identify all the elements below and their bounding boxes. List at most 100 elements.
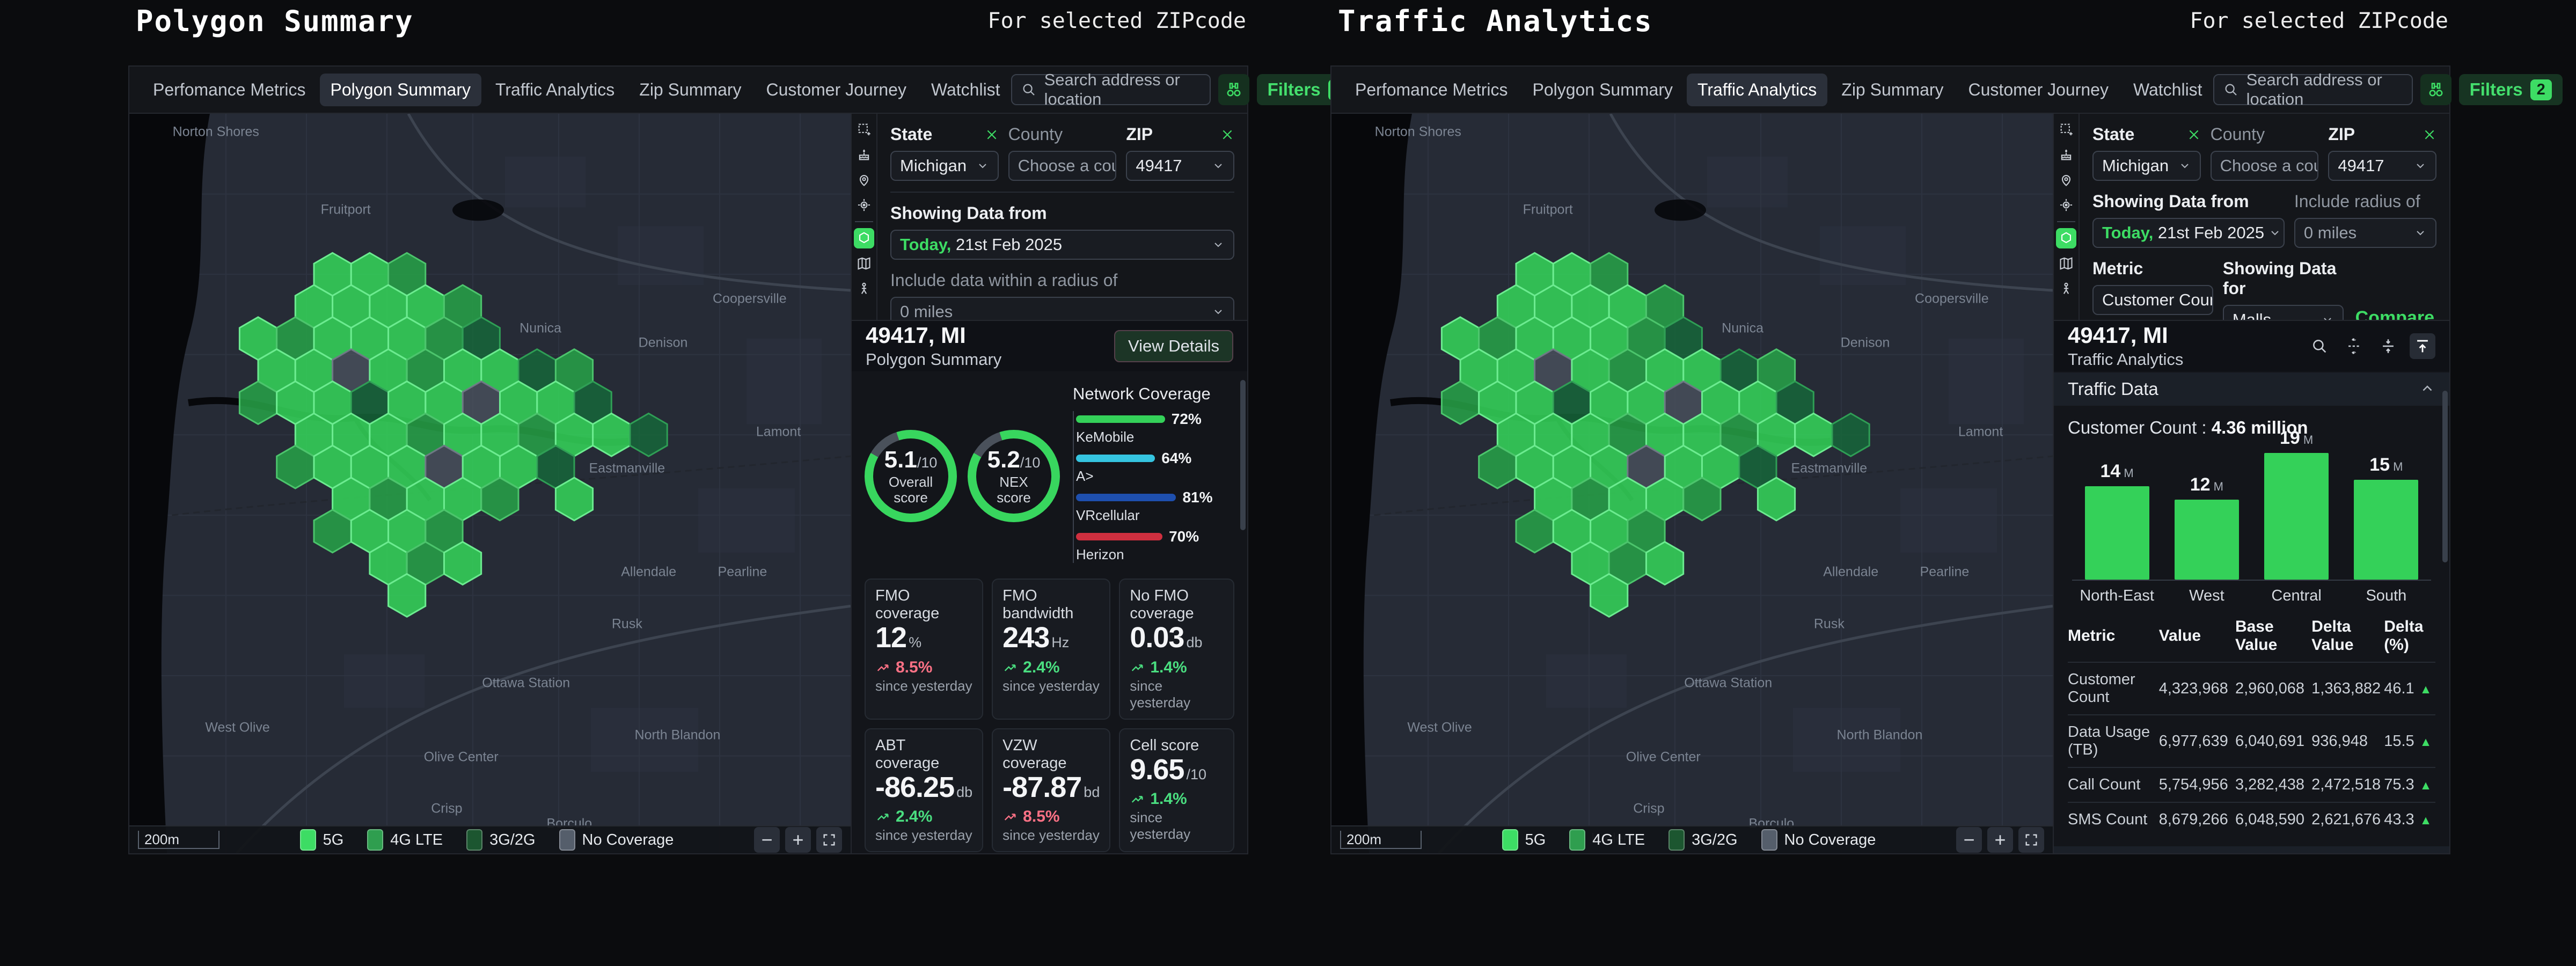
top-controls: Search address or location Filters 2	[1011, 70, 1369, 108]
tab-perfomance-metrics[interactable]: Perfomance Metrics	[1355, 79, 1508, 99]
map-footer: 200m 5G 4G LTE 3G/2G No Coverage − +	[129, 825, 851, 853]
toolbar-divider	[2057, 221, 2075, 222]
tab-perfomance-metrics[interactable]: Perfomance Metrics	[153, 79, 306, 99]
details-subtitle: Traffic Analytics	[2068, 349, 2184, 369]
compare-button[interactable]: Compare	[2353, 308, 2436, 320]
tab-zip-summary[interactable]: Zip Summary	[639, 79, 742, 99]
filter-panel: State Michigan County Choose a county ZI…	[2080, 114, 2449, 320]
county-label: County	[1008, 125, 1063, 144]
county-select[interactable]: Choose a county	[2210, 151, 2319, 181]
hexbin-icon[interactable]	[854, 228, 874, 248]
details-scrollbar[interactable]	[2442, 391, 2448, 562]
legend-item-3g-2g: 3G/2G	[1668, 829, 1738, 851]
tab-polygon-summary[interactable]: Polygon Summary	[1532, 79, 1673, 99]
filters-button[interactable]: Filters 2	[2458, 74, 2563, 105]
col-header-base-value[interactable]: Base Value	[2235, 618, 2278, 654]
filters-label: Filters	[1267, 79, 1321, 99]
market-trends-section-header[interactable]: Market Trends	[2054, 846, 2449, 853]
tab-polygon-summary[interactable]: Polygon Summary	[319, 73, 481, 106]
cake-icon[interactable]	[2056, 144, 2076, 165]
binoculars-button[interactable]	[2420, 74, 2451, 105]
traffic-data-section-header[interactable]: Traffic Data	[2054, 372, 2449, 406]
hexbin-icon[interactable]	[2056, 228, 2076, 248]
zip-select[interactable]: 49417	[1126, 151, 1235, 181]
select-area-icon[interactable]	[2056, 119, 2076, 140]
metric-select[interactable]: Customer Count	[2092, 285, 2213, 315]
col-header-delta-value[interactable]: Delta Value	[2311, 618, 2354, 654]
locate-icon[interactable]	[2056, 195, 2076, 215]
date-select[interactable]: Today, 21st Feb 2025	[2092, 218, 2285, 248]
locate-icon[interactable]	[854, 195, 874, 215]
datafor-select[interactable]: Malls	[2222, 305, 2344, 320]
state-select[interactable]: Michigan	[890, 151, 999, 181]
tab-bar: Perfomance Metrics Polygon Summary Traffic…	[1331, 73, 2213, 106]
bar	[1076, 494, 1176, 501]
table-row[interactable]: Customer Count 4,323,968 2,960,068 1,363,88…	[2068, 662, 2435, 715]
tab-watchlist[interactable]: Watchlist	[2133, 79, 2202, 99]
clear-state-icon[interactable]	[2187, 128, 2201, 142]
fullscreen-button[interactable]	[2018, 827, 2044, 853]
trend-up-icon	[1005, 664, 1016, 671]
view-details-button[interactable]: View Details	[1114, 330, 1233, 362]
state-select[interactable]: Michigan	[2092, 151, 2201, 181]
pedestrian-icon[interactable]	[2056, 279, 2076, 299]
traffic-metrics-table: Metric Value Base Value Delta Value Delta (%…	[2068, 612, 2435, 837]
legend-swatch	[1668, 829, 1685, 851]
binoculars-button[interactable]	[1218, 74, 1249, 105]
tab-customer-journey[interactable]: Customer Journey	[1968, 79, 2109, 99]
metric-label: Metric	[2092, 259, 2143, 278]
col-header-delta-[interactable]: Delta (%)	[2384, 618, 2424, 654]
table-row[interactable]: Call Count 5,754,956 3,282,438 2,472,518 75.…	[2068, 767, 2435, 803]
map[interactable]: Norton Shores Fruitport Nunica Denison Coope…	[129, 114, 851, 853]
location-pin-icon[interactable]	[2056, 170, 2076, 190]
clear-state-icon[interactable]	[985, 128, 999, 142]
tab-traffic-analytics[interactable]: Traffic Analytics	[1686, 73, 1828, 106]
select-area-icon[interactable]	[854, 119, 874, 140]
details-scrollbar[interactable]	[1240, 380, 1246, 530]
zoom-in-button[interactable]: +	[785, 827, 811, 853]
table-row[interactable]: SMS Count 8,679,266 6,048,590 2,621,676 43.3…	[2068, 802, 2435, 837]
col-header-value[interactable]: Value	[2158, 627, 2201, 645]
clear-zip-icon[interactable]	[2423, 128, 2436, 142]
search-input[interactable]: Search address or location	[1011, 70, 1211, 108]
map[interactable]: Norton Shores Fruitport Nunica Denison Coope…	[1331, 114, 2053, 853]
search-input[interactable]: Search address or location	[2213, 70, 2413, 108]
fullscreen-button[interactable]	[816, 827, 842, 853]
cake-icon[interactable]	[854, 144, 874, 165]
pedestrian-icon[interactable]	[854, 279, 874, 299]
zoom-out-button[interactable]: −	[1956, 827, 1982, 853]
county-filter: County Choose a county	[1008, 125, 1117, 181]
radius-select[interactable]: 0 miles	[890, 297, 1234, 320]
clear-zip-icon[interactable]	[1220, 128, 1234, 142]
page-subtitle: For selected ZIPcode	[2190, 9, 2448, 33]
trend-up-icon	[1132, 664, 1143, 671]
tab-zip-summary[interactable]: Zip Summary	[1841, 79, 1944, 99]
map-icon[interactable]	[854, 253, 874, 274]
col-header-metric[interactable]: Metric	[2068, 627, 2116, 645]
hexbin-layer	[238, 252, 668, 618]
network-coverage-title: Network Coverage	[1073, 384, 1211, 403]
date-select[interactable]: Today, 21st Feb 2025	[890, 230, 1234, 260]
location-pin-icon[interactable]	[854, 170, 874, 190]
county-select[interactable]: Choose a county	[1008, 151, 1117, 181]
chevron-down-icon	[2180, 164, 2189, 169]
map-icon[interactable]	[2056, 253, 2076, 274]
zip-select[interactable]: 49417	[2328, 151, 2437, 181]
search-icon	[1023, 84, 1035, 96]
state-filter: State Michigan	[890, 125, 999, 181]
radius-select[interactable]: 0 miles	[2294, 218, 2436, 248]
table-row[interactable]: Data Usage (TB) 6,977,639 6,040,691 936,948…	[2068, 714, 2435, 768]
collapse-panel-icon[interactable]	[2410, 333, 2435, 359]
zoom-in-button[interactable]: +	[1987, 827, 2013, 853]
state-label: State	[2092, 125, 2135, 144]
map-label-ottawa-station: Ottawa Station	[1684, 675, 1773, 691]
tab-customer-journey[interactable]: Customer Journey	[766, 79, 906, 99]
tab-traffic-analytics[interactable]: Traffic Analytics	[495, 79, 615, 99]
map-label-olive-center: Olive Center	[423, 749, 499, 765]
zoom-out-button[interactable]: −	[754, 827, 780, 853]
details-header: 49417, MI Polygon Summary View Details	[852, 321, 1247, 371]
tab-watchlist[interactable]: Watchlist	[931, 79, 1000, 99]
collapse-rows-icon[interactable]	[2375, 333, 2401, 359]
expand-rows-icon[interactable]	[2341, 333, 2367, 359]
search-icon[interactable]	[2307, 333, 2332, 359]
